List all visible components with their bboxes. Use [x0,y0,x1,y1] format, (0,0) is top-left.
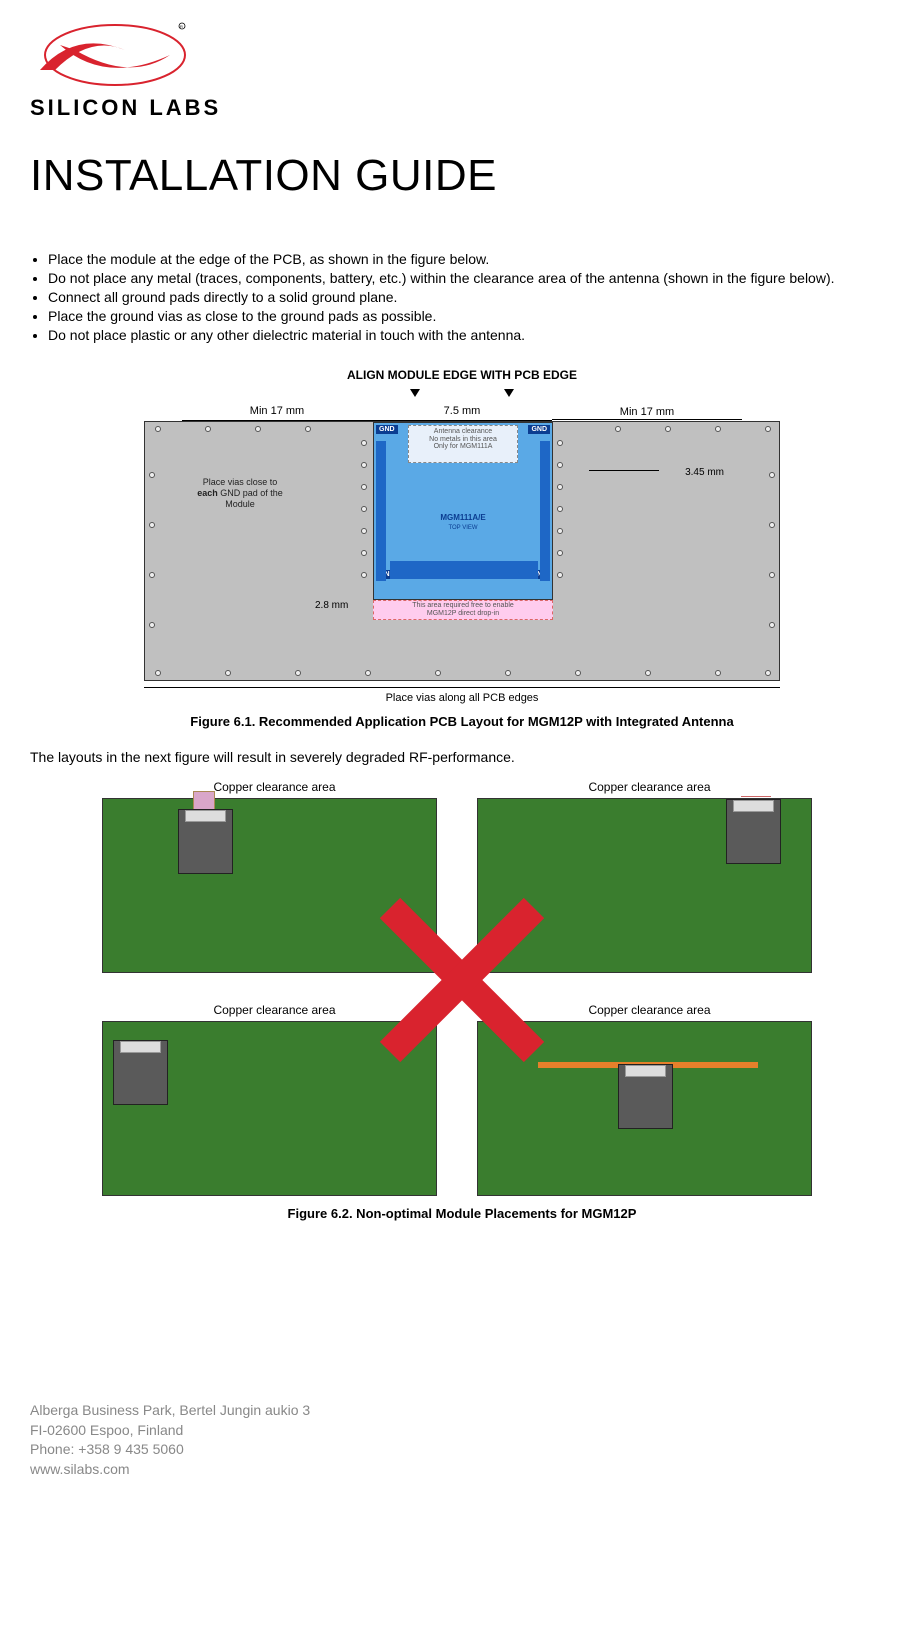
between-note: The layouts in the next figure will resu… [30,749,894,765]
footer-phone: Phone: +358 9 435 5060 [30,1440,894,1460]
dim-345: 3.45 mm [685,467,724,478]
list-item: Do not place any metal (traces, componen… [48,270,894,286]
company-logo: R SILICON LABS [30,20,894,121]
figure-6-1: ALIGN MODULE EDGE WITH PCB EDGE Min 17 m… [30,368,894,704]
list-item: Do not place plastic or any other dielec… [48,327,894,343]
list-item: Place the ground vias as close to the gr… [48,308,894,324]
logo-swoosh-icon: R [30,20,200,90]
mini-module-icon [178,809,233,874]
module-label: MGM111A/E TOP VIEW [374,513,552,531]
bad-layout-panel [102,1021,437,1196]
company-name: SILICON LABS [30,95,894,121]
panel-caption: Copper clearance area [477,780,822,794]
page-title: INSTALLATION GUIDE [30,151,894,201]
dim-28: 2.8 mm [315,600,348,611]
footer-city: FI-02600 Espoo, Finland [30,1421,894,1441]
antenna-clearance: Antenna clearance No metals in this area… [408,425,518,463]
bad-layout-panel [477,1021,812,1196]
dim-mid: 7.5 mm [372,404,552,421]
arrow-down-icon [504,389,514,397]
dim-left: Min 17 mm [182,404,372,421]
drop-in-area: This area required free to enable MGM12P… [373,600,553,620]
via-note: Place vias close to each GND pad of the … [185,477,295,509]
footer-address: Alberga Business Park, Bertel Jungin auk… [30,1401,894,1421]
svg-text:R: R [180,24,183,29]
page-footer: Alberga Business Park, Bertel Jungin auk… [30,1401,894,1479]
figure-6-1-caption: Figure 6.1. Recommended Application PCB … [30,714,894,729]
figure-6-2: Copper clearance area Copper clearance a… [102,780,822,1196]
list-item: Place the module at the edge of the PCB,… [48,251,894,267]
bad-layout-panel [102,798,437,973]
module-body: GND GND GND GND Antenna clearance No met… [373,422,553,600]
panel-caption: Copper clearance area [102,1003,447,1017]
footer-url: www.silabs.com [30,1460,894,1480]
bad-layout-panel [477,798,812,973]
arrow-down-icon [410,389,420,397]
panel-caption: Copper clearance area [477,1003,822,1017]
dimension-row: Min 17 mm 7.5 mm Min 17 mm [182,404,742,421]
mini-module-icon [113,1040,168,1105]
instruction-list: Place the module at the edge of the PCB,… [30,251,894,343]
panel-caption: Copper clearance area [102,780,447,794]
mini-module-icon [726,799,781,864]
pcb-bottom-label: Place vias along all PCB edges [143,692,781,704]
dim-right: Min 17 mm [552,405,742,420]
mini-module-icon [618,1064,673,1129]
figure-6-2-caption: Figure 6.2. Non-optimal Module Placement… [30,1206,894,1221]
list-item: Connect all ground pads directly to a so… [48,289,894,305]
align-label: ALIGN MODULE EDGE WITH PCB EDGE [30,368,894,382]
dim-line [589,470,659,471]
pcb-board: Place vias close to each GND pad of the … [144,421,780,681]
